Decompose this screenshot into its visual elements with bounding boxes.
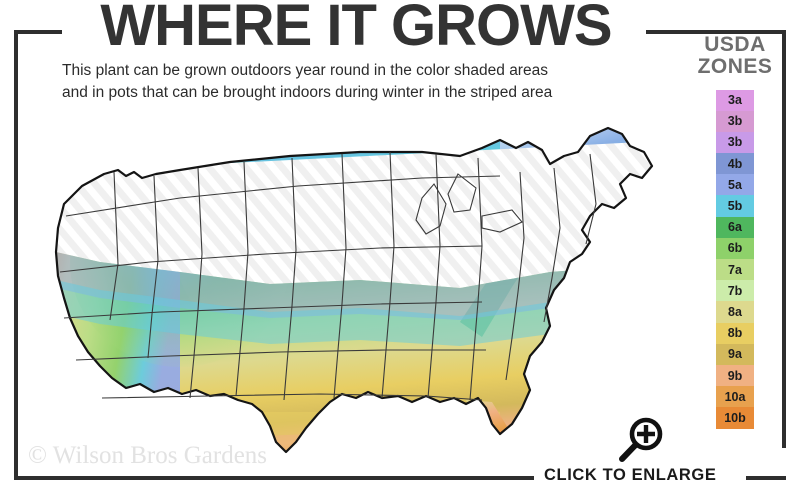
state-boundaries (59, 151, 597, 401)
frame-top-right-stub (646, 30, 786, 34)
legend-title-line-1: USDA (704, 33, 766, 56)
legend-swatch-10b-15: 10b (716, 407, 754, 429)
legend-swatch-3b-1: 3b (716, 110, 754, 132)
legend-swatch-9b-13: 9b (716, 364, 754, 387)
frame-left-border (14, 30, 18, 480)
legend-swatch-4b-3: 4b (716, 153, 754, 175)
legend-title: USDA ZONES (688, 33, 782, 79)
magnifier-plus-glyph (619, 417, 663, 462)
click-to-enlarge-label[interactable]: CLICK TO ENLARGE (544, 466, 717, 484)
legend-swatch-8b-11: 8b (716, 322, 754, 344)
usa-map-svg (54, 126, 654, 454)
subtitle-line-2: and in pots that can be brought indoors … (62, 84, 553, 102)
legend-swatch-6b-7: 6b (716, 237, 754, 259)
legend-swatch-10a-14: 10a (716, 386, 754, 408)
magnifier-plus-icon[interactable] (612, 414, 668, 466)
usa-national-outline (54, 126, 654, 454)
legend-swatch-3b-2: 3b (716, 131, 754, 154)
legend-swatch-3a-0: 3a (716, 89, 754, 111)
legend-swatch-list: 3a 3b 3b 4b 5a 5b 6a 6b 7a 7b 8a 8b 9a 9b 10a 10b (688, 89, 782, 429)
subtitle: This plant can be grown outdoors year ro… (62, 60, 662, 105)
watermark: © Wilson Bros Gardens (28, 442, 268, 469)
frame-bottom-left-stub (14, 476, 534, 480)
frame-bottom-right-stub (746, 476, 786, 480)
usa-hardiness-map[interactable] (30, 112, 680, 462)
legend-swatch-9a-12: 9a (716, 343, 754, 365)
legend-swatch-6a-6: 6a (716, 216, 754, 238)
usda-zones-legend: USDA ZONES 3a 3b 3b 4b 5a 5b 6a 6b 7a 7b 8a 8b 9a 9b 1… (688, 33, 782, 429)
frame-right-border (782, 30, 786, 448)
striped-region (56, 140, 652, 288)
map-zone-fills (56, 128, 652, 452)
legend-swatch-7a-8: 7a (716, 259, 754, 281)
legend-swatch-5b-5: 5b (716, 195, 754, 217)
legend-title-line-2: ZONES (697, 55, 773, 79)
page-title: WHERE IT GROWS (100, 0, 612, 58)
frame-top-left-stub (14, 30, 62, 34)
legend-swatch-5a-4: 5a (716, 174, 754, 196)
legend-swatch-7b-9: 7b (716, 280, 754, 302)
legend-swatch-8a-10: 8a (716, 301, 754, 323)
subtitle-line-1: This plant can be grown outdoors year ro… (62, 62, 548, 79)
